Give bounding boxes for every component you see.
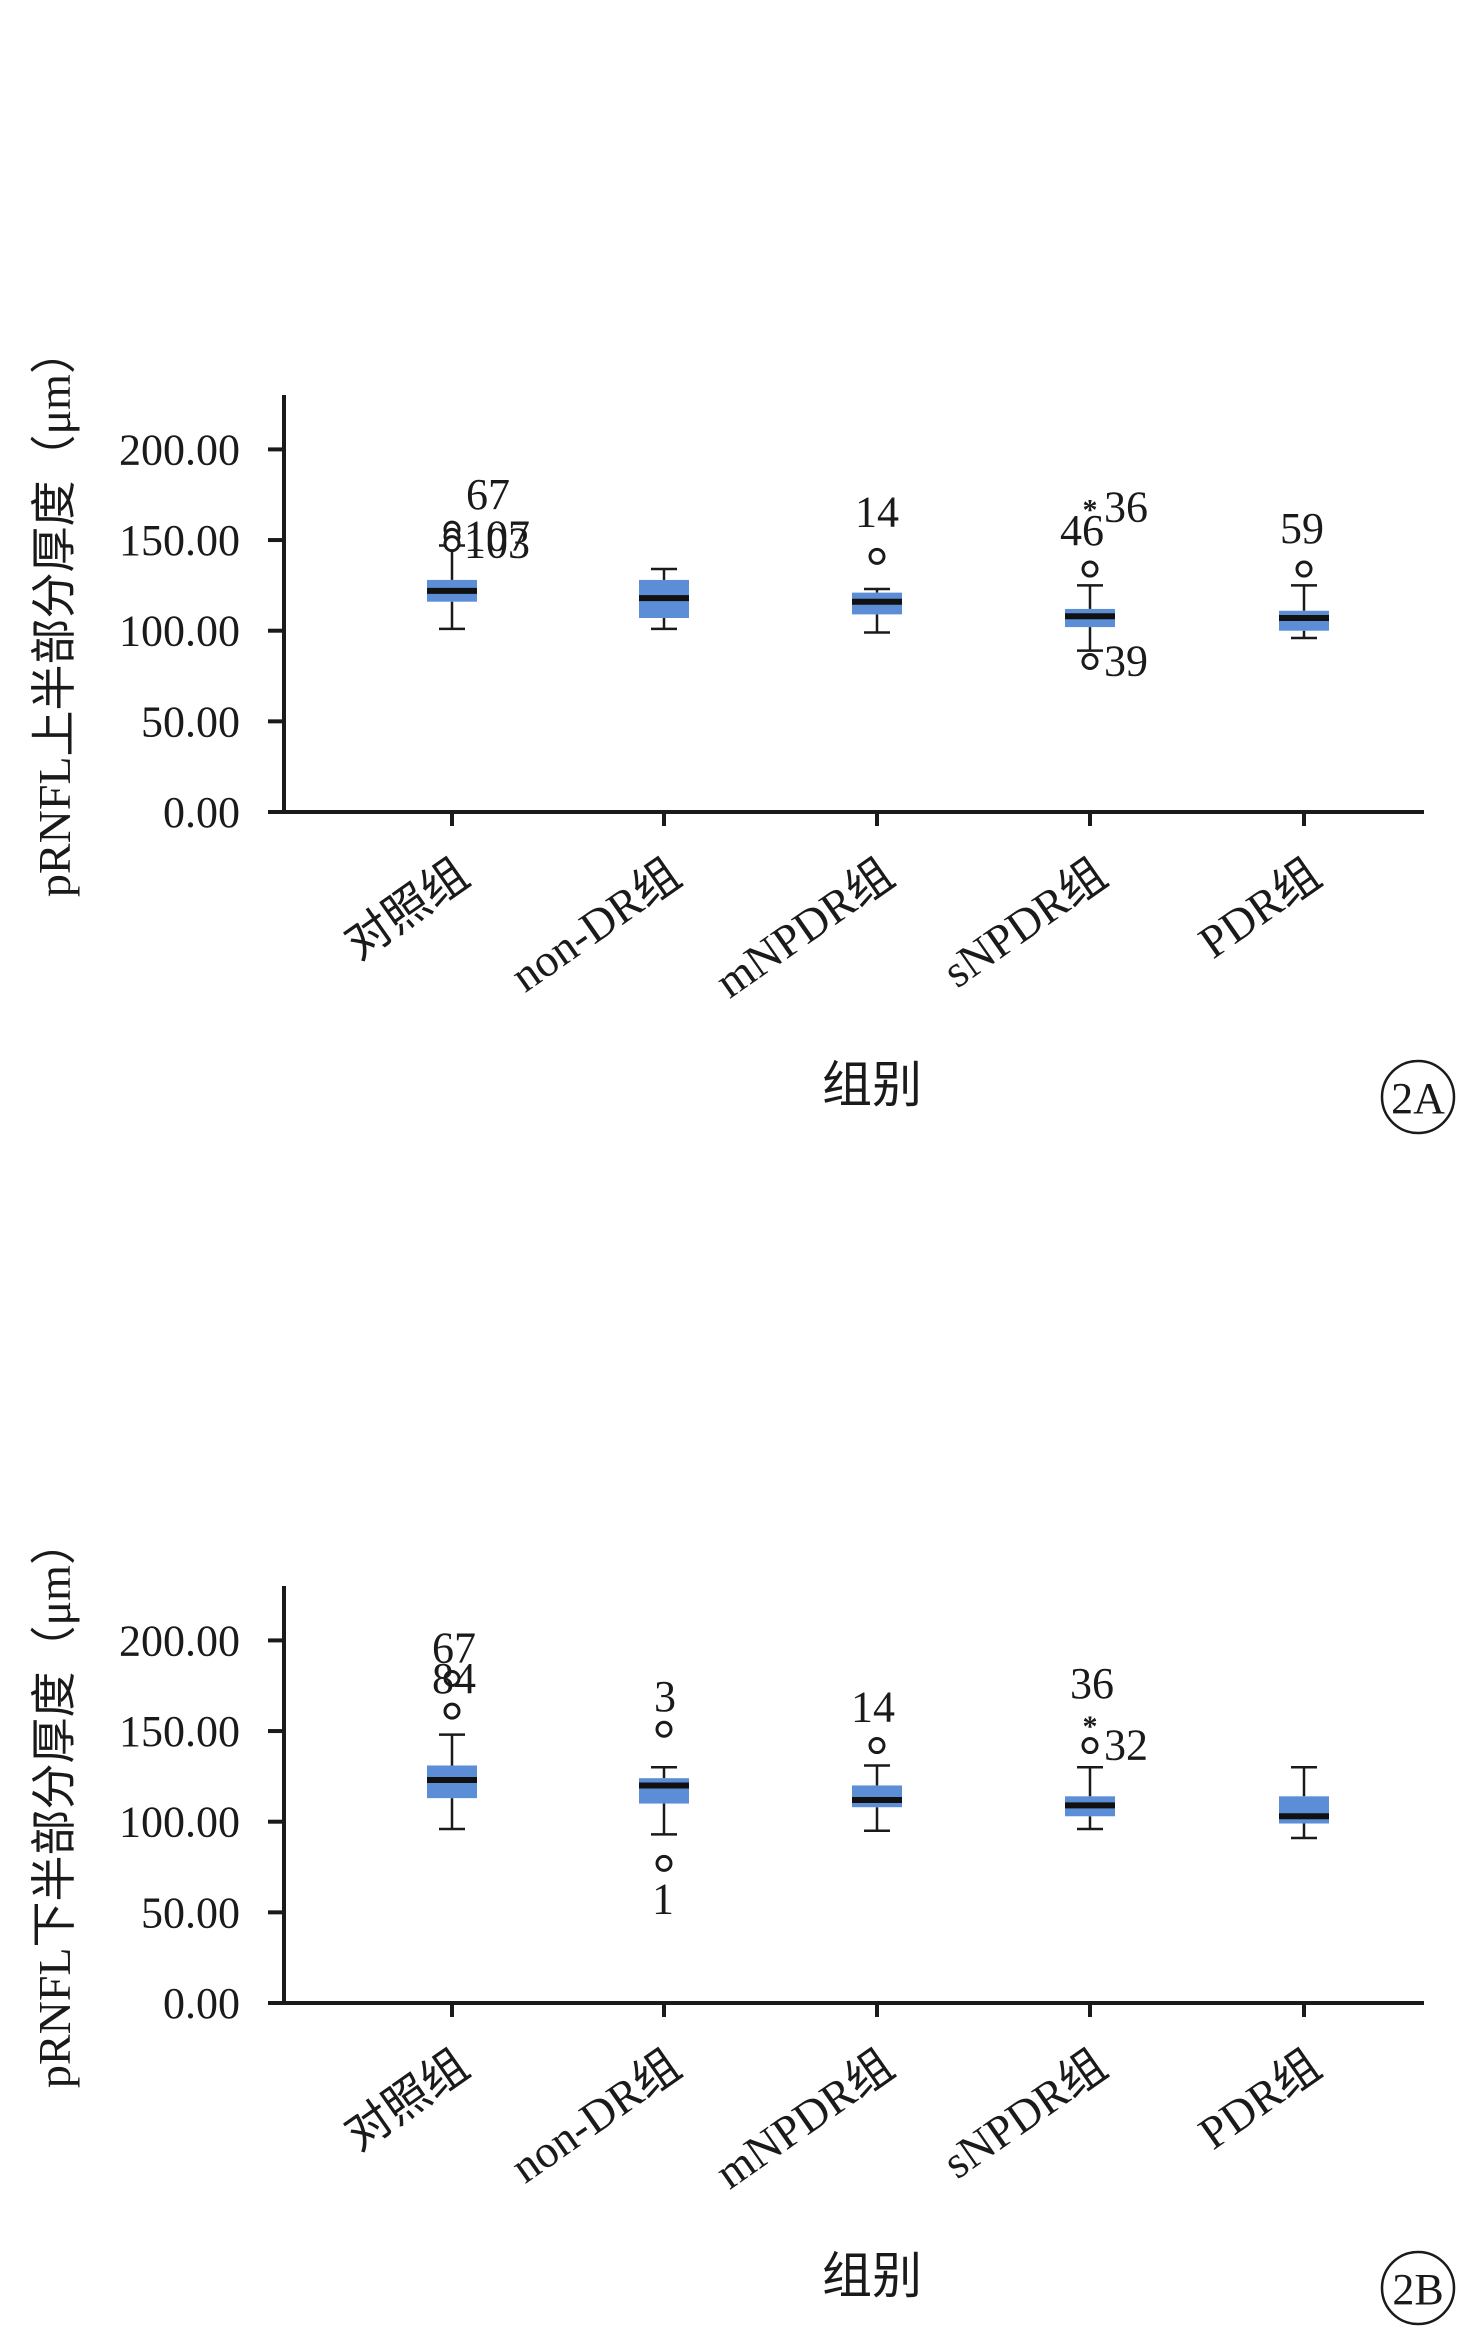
outlier-label: 14	[855, 487, 899, 536]
x-axis-title: 组别	[822, 2248, 922, 2304]
outlier-label: 103	[464, 519, 530, 568]
outlier-label: 36	[1104, 482, 1148, 531]
extreme-marker: *	[1083, 493, 1098, 526]
y-tick-label: 100.00	[119, 607, 240, 656]
x-tick-label: non-DR组	[501, 2039, 689, 2192]
outlier-label: 32	[1104, 1721, 1148, 1770]
y-tick-label: 200.00	[119, 1616, 240, 1665]
extreme-marker: *	[1083, 1710, 1098, 1743]
x-tick-label: mNPDR组	[706, 848, 903, 1007]
x-tick-label: PDR组	[1190, 848, 1330, 967]
outlier-label: 67	[466, 470, 510, 519]
outlier-marker	[1081, 1737, 1099, 1755]
panel-label-circle	[1380, 2250, 1456, 2326]
x-tick-label: PDR组	[1190, 2039, 1330, 2158]
panel-label: 2B	[1392, 2265, 1443, 2314]
y-tick-label: 0.00	[163, 788, 240, 837]
y-axis-title: pRNFL下半部分厚度（μm）	[29, 1519, 80, 2088]
outlier-label: 1	[652, 1874, 674, 1923]
y-tick-label: 150.00	[119, 1707, 240, 1756]
x-tick-label: 对照组	[335, 2039, 477, 2160]
outlier-marker	[443, 1702, 461, 1720]
outlier-marker	[443, 535, 461, 553]
outlier-marker	[868, 547, 886, 565]
outlier-marker	[443, 1669, 461, 1687]
y-tick-label: 0.00	[163, 1979, 240, 2028]
outlier-label: 84	[432, 1654, 476, 1703]
y-tick-label: 50.00	[141, 697, 240, 746]
y-tick-label: 100.00	[119, 1798, 240, 1847]
outlier-label: 39	[1104, 637, 1148, 686]
x-tick-label: 对照组	[335, 848, 477, 969]
x-axis-title: 组别	[822, 1057, 922, 1113]
outlier-marker	[1295, 560, 1313, 578]
outlier-label: 36	[1070, 1659, 1114, 1708]
outlier-marker	[1081, 653, 1099, 671]
y-axis-title: pRNFL上半部分厚度（μm）	[29, 328, 80, 897]
outlier-label: 67	[432, 1623, 476, 1672]
panel-label-circle	[1380, 1059, 1456, 1135]
outlier-label: 3	[654, 1672, 676, 1721]
outlier-marker	[868, 1737, 886, 1755]
y-tick-label: 150.00	[119, 516, 240, 565]
y-tick-label: 50.00	[141, 1888, 240, 1937]
x-tick-label: non-DR组	[501, 848, 689, 1001]
outlier-label: 107	[464, 511, 530, 560]
box-iqr	[639, 1778, 689, 1804]
box-iqr	[1279, 1796, 1329, 1824]
outlier-label: 14	[851, 1683, 895, 1732]
outlier-marker	[1081, 560, 1099, 578]
box-iqr	[852, 1785, 902, 1808]
outlier-marker	[655, 1720, 673, 1738]
panel-label: 2A	[1391, 1074, 1445, 1123]
chart-panel-2a: 0.00 50.00 100.00 150.00 200.00 对照组 non-DR组 mNP…	[29, 328, 1456, 1135]
chart-panel-2b: 0.00 50.00 100.00 150.00 200.00 对照组 non-DR组 mNP…	[29, 1519, 1456, 2326]
x-tick-label: mNPDR组	[706, 2039, 903, 2198]
outlier-label: 46	[1060, 506, 1104, 555]
x-tick-label: sNPDR组	[934, 848, 1116, 997]
x-tick-label: sNPDR组	[934, 2039, 1116, 2188]
y-tick-label: 200.00	[119, 425, 240, 474]
outlier-marker	[655, 1854, 673, 1872]
outlier-label: 59	[1280, 504, 1324, 553]
